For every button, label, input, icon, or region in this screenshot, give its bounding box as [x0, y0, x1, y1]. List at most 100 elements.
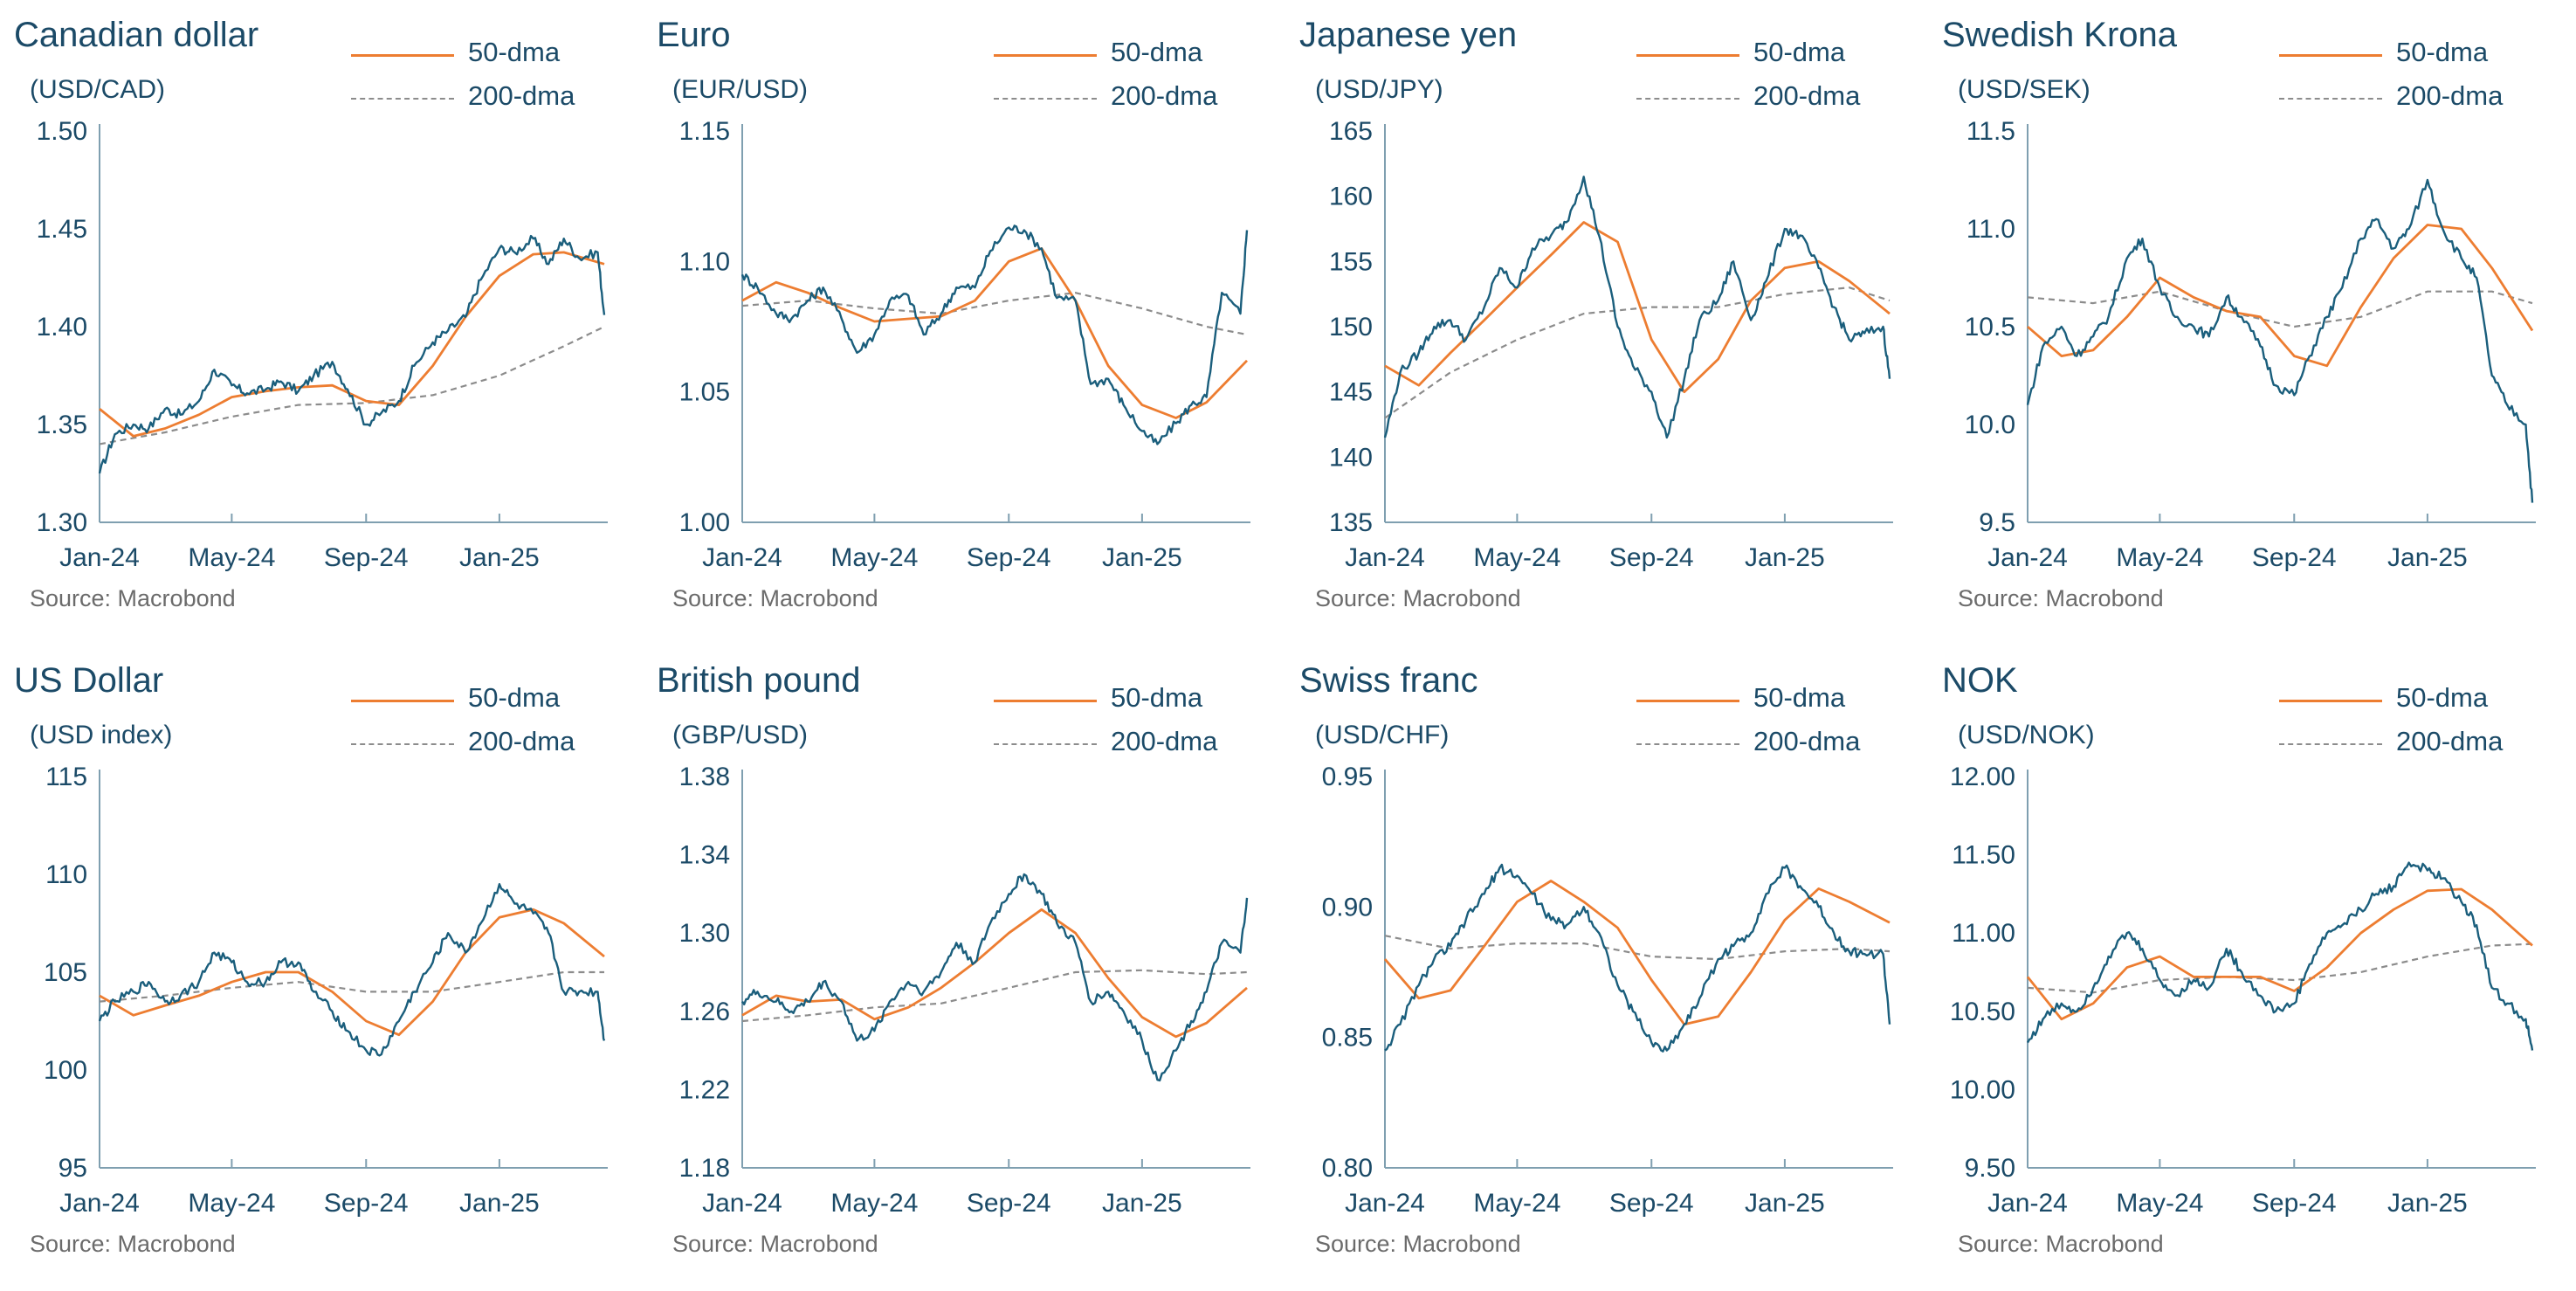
series-line-200-dma: [2027, 942, 2533, 994]
x-tick-label: Jan-25: [459, 1189, 540, 1218]
series-line-50-dma: [741, 908, 1248, 1039]
plot-area: 1.00 1.05 1.10 1.15 Jan-24 May-24 Sep-24 Jan-25: [679, 117, 1250, 572]
y-tick-label: 11.0: [1966, 215, 2015, 244]
legend-label-200-dma: 200-dma: [468, 80, 575, 111]
legend-swatch-200-dma: [351, 98, 454, 100]
y-tick-label: 1.18: [679, 1154, 730, 1183]
legend-swatch-50-dma: [351, 54, 454, 57]
y-tick-label: 1.35: [37, 411, 87, 439]
y-tick-label: 1.38: [679, 763, 730, 791]
legend-label-200-dma: 200-dma: [1111, 726, 1218, 756]
legend-swatch-200-dma: [2279, 743, 2382, 745]
plot-area: 9.5 10.0 10.5 11.0 11.5 Jan-24 May-24 Sep-24 Jan…: [1965, 117, 2536, 572]
series-line-spot: [98, 234, 606, 474]
x-tick-label: May-24: [830, 1189, 918, 1218]
chart-panel-canadian-dollar: Canadian dollar (USD/CAD) Source: Macrobon…: [2, 0, 648, 646]
y-tick-label: 155: [1329, 247, 1373, 276]
source-note: Source: Macrobond: [1315, 1231, 1521, 1257]
plot-area: 0.80 0.85 0.90 0.95 Jan-24 May-24 Sep-24 Jan-25: [1322, 763, 1893, 1218]
y-tick-label: 95: [59, 1154, 87, 1183]
legend-swatch-50-dma: [351, 700, 454, 702]
legend-swatch-50-dma: [994, 54, 1097, 57]
series-line-50-dma: [99, 251, 605, 438]
y-tick-label: 0.80: [1322, 1154, 1373, 1183]
source-note: Source: Macrobond: [30, 1231, 236, 1257]
x-tick-label: Jan-24: [1345, 543, 1425, 572]
legend-swatch-50-dma: [1636, 700, 1739, 702]
series-line-spot: [1383, 176, 1891, 439]
series-line-200-dma: [1384, 935, 1891, 961]
y-tick-label: 1.22: [679, 1075, 730, 1104]
chart-panel-euro: Euro (EUR/USD) Source: Macrobond 50-dma 200-…: [644, 0, 1291, 646]
chart-title: British pound: [657, 661, 861, 700]
legend-label-200-dma: 200-dma: [2396, 726, 2504, 756]
plot-area: 95 100 105 110 115 Jan-24 May-24 Sep-24 Jan-25: [44, 763, 608, 1218]
chart-subtitle: (USD/CAD): [30, 75, 165, 104]
chart-title: Swiss franc: [1299, 661, 1478, 700]
chart-title: Japanese yen: [1299, 16, 1518, 54]
chart-title: US Dollar: [14, 661, 164, 700]
legend-swatch-200-dma: [1636, 98, 1739, 100]
y-tick-label: 140: [1329, 443, 1373, 472]
x-tick-label: Jan-24: [59, 543, 140, 572]
legend-label-50-dma: 50-dma: [1111, 682, 1203, 713]
x-tick-label: Jan-24: [1987, 543, 2068, 572]
x-tick-label: Sep-24: [2252, 543, 2337, 572]
legend-label-50-dma: 50-dma: [1111, 37, 1203, 67]
x-tick-label: Jan-25: [1102, 543, 1182, 572]
series-line-spot: [98, 883, 606, 1057]
chart-subtitle: (USD/SEK): [1958, 75, 2090, 104]
x-tick-label: May-24: [830, 543, 918, 572]
chart-title: Canadian dollar: [14, 16, 259, 54]
y-tick-label: 1.05: [679, 378, 730, 407]
legend-label-200-dma: 200-dma: [468, 726, 575, 756]
chart-panel-swiss-franc: Swiss franc (USD/CHF) Source: Macrobond 50-…: [1287, 646, 1933, 1291]
y-tick-label: 11.00: [1952, 919, 2015, 948]
legend-label-50-dma: 50-dma: [2396, 682, 2489, 713]
series-line-spot: [740, 224, 1249, 445]
x-tick-label: Jan-24: [1987, 1189, 2068, 1218]
x-tick-label: Sep-24: [1609, 543, 1694, 572]
x-tick-label: Sep-24: [324, 543, 409, 572]
y-tick-label: 1.34: [679, 841, 730, 870]
series-line-spot: [1384, 863, 1891, 1053]
y-tick-label: 150: [1329, 313, 1373, 342]
x-tick-label: May-24: [188, 1189, 275, 1218]
series-line-50-dma: [99, 908, 605, 1037]
series-line-200-dma: [99, 326, 605, 445]
x-tick-label: Jan-24: [59, 1189, 140, 1218]
x-tick-label: Sep-24: [1609, 1189, 1694, 1218]
x-tick-label: Jan-24: [1345, 1189, 1425, 1218]
x-tick-label: Jan-25: [2387, 1189, 2468, 1218]
y-tick-label: 1.26: [679, 998, 730, 1026]
y-tick-label: 10.0: [1965, 411, 2015, 439]
y-tick-label: 105: [44, 958, 87, 987]
legend-swatch-200-dma: [2279, 98, 2382, 100]
y-tick-label: 1.10: [679, 247, 730, 276]
x-tick-label: Sep-24: [967, 543, 1051, 572]
chart-panel-swedish-krona: Swedish Krona (USD/SEK) Source: Macrobond 5…: [1930, 0, 2576, 646]
legend-swatch-200-dma: [1636, 743, 1739, 745]
x-tick-label: May-24: [1473, 1189, 1560, 1218]
legend-swatch-200-dma: [994, 98, 1097, 100]
legend-swatch-50-dma: [1636, 54, 1739, 57]
y-tick-label: 0.90: [1322, 893, 1373, 922]
y-tick-label: 12.00: [1950, 763, 2015, 791]
series-line-200-dma: [99, 970, 604, 1003]
y-tick-label: 1.30: [37, 508, 87, 537]
x-tick-label: Sep-24: [2252, 1189, 2337, 1218]
series-line-50-dma: [2027, 224, 2534, 368]
x-tick-label: Jan-25: [1102, 1189, 1182, 1218]
y-tick-label: 10.00: [1950, 1075, 2015, 1104]
x-tick-label: May-24: [188, 543, 275, 572]
y-tick-label: 135: [1329, 508, 1373, 537]
y-tick-label: 110: [45, 860, 87, 889]
series-line-200-dma: [741, 969, 1248, 1023]
legend-swatch-50-dma: [2279, 700, 2382, 702]
legend-label-200-dma: 200-dma: [1753, 726, 1861, 756]
plot-area: 135 140 145 150 155 160 165 Jan-24 May-24 Sep-24 J…: [1329, 117, 1893, 572]
y-tick-label: 1.45: [37, 215, 87, 244]
legend-label-200-dma: 200-dma: [1111, 80, 1218, 111]
series-line-spot: [741, 873, 1249, 1082]
